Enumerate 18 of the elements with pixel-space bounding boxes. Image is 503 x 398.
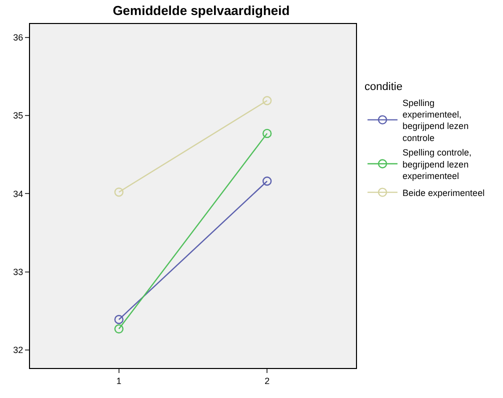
point bbox=[262, 128, 272, 138]
y-tick-label: 32 bbox=[13, 345, 24, 356]
y-tick-label: 34 bbox=[13, 188, 24, 199]
legend-label: Beide experimenteel bbox=[402, 188, 485, 198]
y-tick-label: 33 bbox=[13, 266, 24, 277]
y-tick-label: 35 bbox=[13, 110, 24, 121]
x-tick-label: 2 bbox=[264, 376, 270, 386]
y-tick-label: 36 bbox=[13, 32, 24, 42]
x-tick-label: 1 bbox=[116, 376, 122, 386]
legend-title: conditie bbox=[364, 80, 402, 93]
point bbox=[114, 187, 124, 197]
point bbox=[114, 314, 124, 324]
chart-title: Gemiddelde spelvaardigheid bbox=[112, 3, 290, 18]
point bbox=[262, 96, 272, 106]
point bbox=[114, 324, 124, 334]
point bbox=[262, 176, 272, 186]
legend-label: Spelling controle, begrijpend lezen experimenteel bbox=[402, 148, 472, 181]
legend-label: Spelling experimenteel, begrijpend lezen controle bbox=[402, 98, 469, 143]
